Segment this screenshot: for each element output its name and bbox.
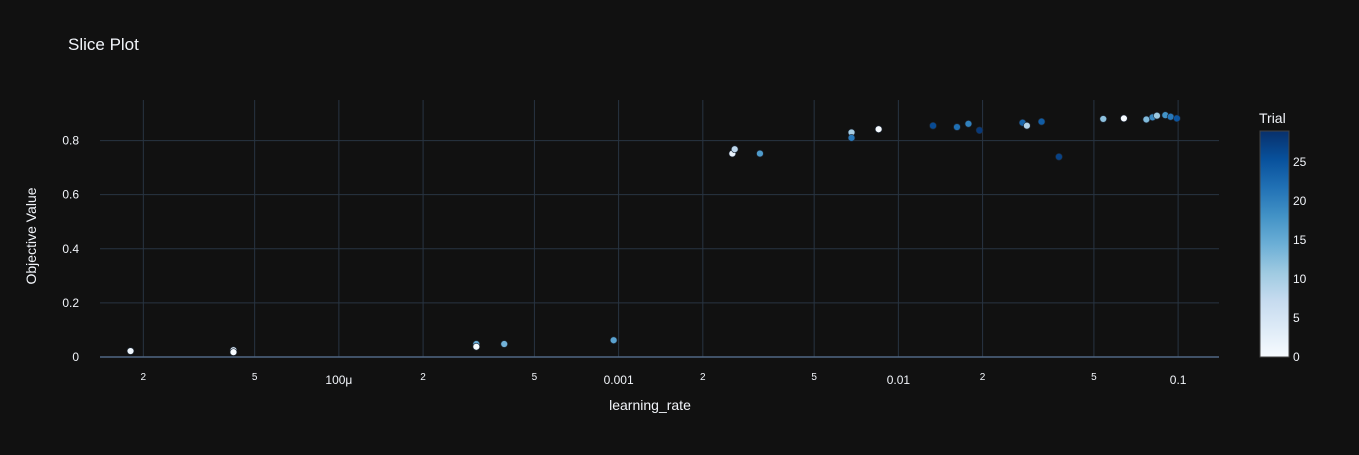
y-tick-label: 0.4 — [62, 242, 79, 256]
colorbar-tick-label: 25 — [1293, 155, 1307, 169]
scatter-point — [500, 340, 508, 348]
colorbar-tick-label: 10 — [1293, 272, 1307, 286]
colorbar: Trial 0 5 10 15 20 25 — [1259, 110, 1307, 364]
scatter-point — [953, 123, 961, 131]
scatter-point — [1037, 117, 1046, 126]
x-tick-label: 2 — [700, 372, 706, 383]
scatter-point — [847, 134, 856, 142]
colorbar-tick-label: 20 — [1293, 194, 1307, 208]
scatter-point — [731, 145, 739, 153]
axes: 2 5 100μ 2 5 0.001 2 5 0.01 2 5 0.1 0 0.2 0.4 0.6 0.8 — [62, 134, 1186, 387]
y-tick-label: 0.8 — [62, 134, 79, 148]
scatter-point — [1120, 114, 1128, 123]
x-axis-title: learning_rate — [609, 397, 691, 413]
x-tick-label: 2 — [980, 372, 986, 383]
scatter-point — [1173, 114, 1181, 123]
x-tick-label: 5 — [811, 372, 817, 383]
colorbar-tick-label: 0 — [1293, 350, 1300, 364]
scatter-point — [929, 121, 937, 130]
scatter-point — [1166, 113, 1175, 121]
x-tick-label: 2 — [420, 372, 426, 383]
data-points — [126, 111, 1181, 356]
scatter-point — [1142, 115, 1151, 124]
x-tick-label: 0.001 — [604, 373, 634, 387]
scatter-point — [472, 343, 481, 351]
scatter-point — [609, 336, 618, 344]
y-axis-title: Objective Value — [23, 187, 39, 284]
colorbar-tick-label: 15 — [1293, 233, 1307, 247]
x-tick-label: 0.01 — [887, 373, 911, 387]
y-tick-label: 0.2 — [62, 296, 79, 310]
scatter-point — [1023, 121, 1031, 130]
chart-title: Slice Plot — [68, 35, 139, 54]
y-tick-label: 0.6 — [62, 188, 79, 202]
scatter-point — [874, 125, 883, 133]
x-tick-label: 2 — [141, 372, 147, 383]
scatter-point — [964, 120, 973, 128]
scatter-point — [1153, 111, 1161, 120]
y-tick-label: 0 — [72, 350, 79, 364]
scatter-point — [975, 126, 984, 134]
grid-lines — [100, 100, 1219, 358]
colorbar-tick-label: 5 — [1293, 311, 1300, 325]
x-tick-label: 100μ — [325, 373, 352, 387]
x-tick-label: 5 — [252, 372, 258, 383]
x-tick-label: 5 — [532, 372, 538, 383]
x-tick-label: 0.1 — [1170, 373, 1187, 387]
colorbar-gradient — [1259, 130, 1290, 358]
scatter-point — [229, 348, 238, 356]
scatter-point — [1055, 153, 1063, 161]
scatter-point — [756, 149, 764, 158]
scatter-point — [1099, 115, 1107, 123]
x-tick-label: 5 — [1091, 372, 1097, 383]
colorbar-title: Trial — [1259, 110, 1286, 126]
scatter-point — [126, 347, 135, 355]
